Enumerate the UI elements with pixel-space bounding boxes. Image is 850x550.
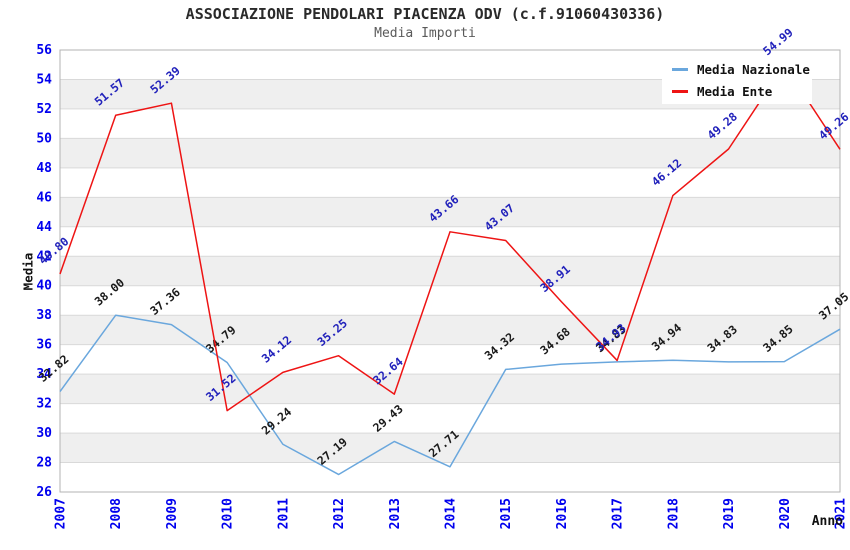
y-tick-label: 34 bbox=[36, 367, 52, 382]
legend-item-media-ente: Media Ente bbox=[662, 80, 812, 102]
series-line-media-nazionale bbox=[59, 314, 841, 476]
plot-band bbox=[60, 285, 840, 316]
plot-band bbox=[60, 344, 840, 375]
x-tick-label: 2013 bbox=[388, 498, 403, 529]
plot-border bbox=[59, 49, 841, 493]
y-tick-label: 44 bbox=[36, 220, 52, 235]
y-tick-label: 26 bbox=[36, 485, 52, 500]
plot-band bbox=[60, 138, 840, 168]
chart-title: ASSOCIAZIONE PENDOLARI PIACENZA ODV (c.f… bbox=[185, 5, 665, 23]
y-tick-label: 28 bbox=[36, 456, 52, 471]
x-tick-label: 2008 bbox=[109, 498, 124, 529]
y-axis-title: Media bbox=[20, 252, 36, 291]
x-tick-label: 2010 bbox=[221, 498, 236, 529]
x-tick-label: 2011 bbox=[276, 498, 291, 529]
plot-band bbox=[60, 403, 840, 434]
x-tick-label: 2015 bbox=[499, 498, 514, 529]
plot-band bbox=[60, 108, 840, 139]
y-tick-label: 38 bbox=[36, 308, 52, 323]
plot-band bbox=[60, 167, 840, 198]
legend-label: Media Nazionale bbox=[697, 61, 810, 77]
x-tick-label: 2009 bbox=[165, 498, 180, 529]
y-tick-label: 32 bbox=[36, 397, 52, 412]
series-line-media-ente bbox=[59, 64, 841, 412]
legend-item-media-nazionale: Media Nazionale bbox=[662, 58, 812, 80]
x-tick-label: 2021 bbox=[834, 498, 849, 529]
y-tick-label: 52 bbox=[36, 102, 52, 117]
y-tick-label: 36 bbox=[36, 338, 52, 353]
y-tick-label: 54 bbox=[36, 72, 52, 87]
y-tick-label: 30 bbox=[36, 426, 52, 441]
y-tick-label: 50 bbox=[36, 131, 52, 146]
x-tick-label: 2016 bbox=[555, 498, 570, 529]
y-tick-label: 48 bbox=[36, 161, 52, 176]
x-axis-title: Anno bbox=[811, 514, 843, 529]
legend-label: Media Ente bbox=[697, 83, 773, 99]
legend: Media Nazionale Media Ente bbox=[662, 58, 812, 104]
x-tick-label: 2012 bbox=[332, 498, 347, 529]
series-line-swatch-icon bbox=[672, 89, 688, 93]
chart-subtitle: Media Importi bbox=[374, 26, 476, 41]
x-tick-label: 2020 bbox=[778, 498, 793, 529]
y-tick-label: 42 bbox=[36, 249, 52, 264]
y-tick-label: 40 bbox=[36, 279, 52, 294]
plot-band bbox=[60, 433, 840, 463]
x-tick-label: 2007 bbox=[54, 498, 69, 529]
series-line-swatch-icon bbox=[672, 67, 688, 71]
y-tick-label: 46 bbox=[36, 190, 52, 205]
x-tick-label: 2019 bbox=[722, 498, 737, 529]
x-tick-label: 2018 bbox=[666, 498, 681, 529]
plot-band bbox=[60, 374, 840, 404]
y-tick-label: 56 bbox=[36, 43, 52, 58]
x-tick-label: 2014 bbox=[444, 498, 459, 529]
plot-band bbox=[60, 256, 840, 286]
x-tick-label: 2017 bbox=[611, 498, 626, 529]
plot-band bbox=[60, 315, 840, 345]
